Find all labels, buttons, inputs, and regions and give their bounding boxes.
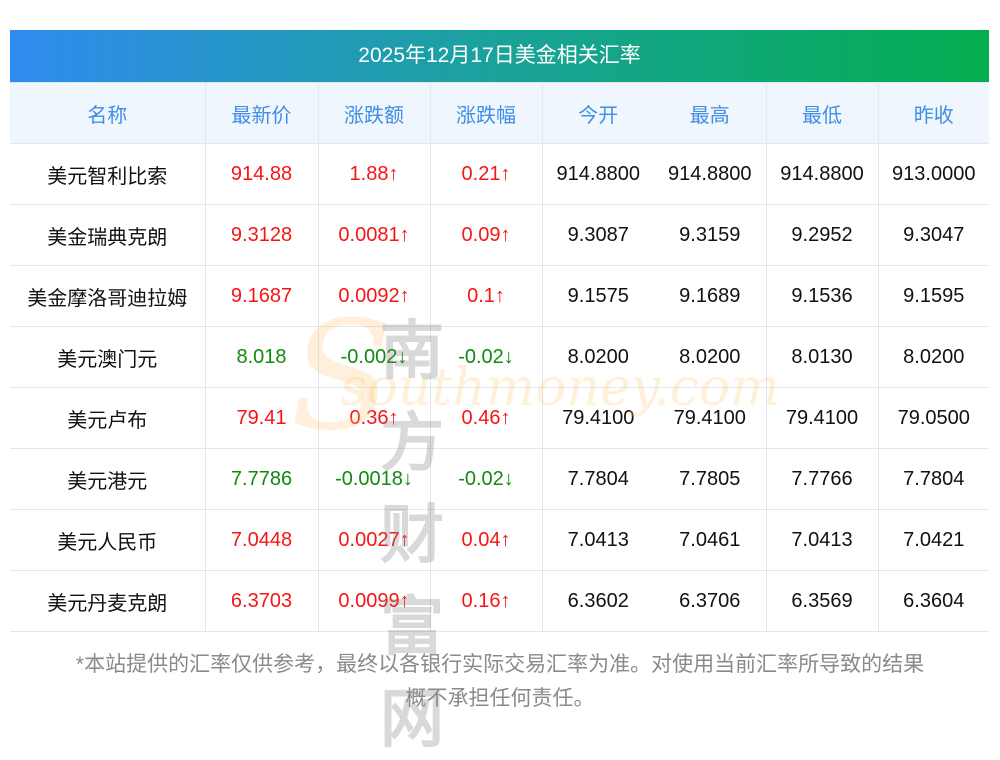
prev-close: 9.1595: [877, 265, 989, 327]
currency-name: 美元港元: [10, 448, 206, 510]
low-price: 7.7766: [765, 448, 879, 510]
col-name: 名称: [10, 82, 206, 144]
latest-price: 6.3703: [204, 570, 319, 632]
table-row: 美金瑞典克朗 9.3128 0.0081↑ 0.09↑ 9.3087 9.3159 9.29…: [10, 204, 989, 266]
currency-name: 美元人民币: [10, 509, 206, 571]
low-price: 79.4100: [765, 387, 879, 449]
prev-close: 79.0500: [877, 387, 989, 449]
table-row: 美元港元 7.7786 -0.0018↓ -0.02↓ 7.7804 7.7805 7.77…: [10, 448, 989, 510]
disclaimer: *本站提供的汇率仅供参考，最终以各银行实际交易汇率为准。对使用当前汇率所导致的结…: [0, 648, 1000, 716]
disclaimer-line: *本站提供的汇率仅供参考，最终以各银行实际交易汇率为准。对使用当前汇率所导致的结…: [75, 653, 925, 676]
high-price: 914.8800: [654, 143, 767, 205]
rate-table: 名称 最新价 涨跌额 涨跌幅 今开 最高 最低 昨收 美元智利比索 914.88 1…: [10, 82, 989, 632]
change-amount: 0.36↑: [317, 387, 431, 449]
table-row: 美元人民币 7.0448 0.0027↑ 0.04↑ 7.0413 7.0461 7.041…: [10, 509, 989, 571]
change-amount: -0.002↓: [317, 326, 431, 388]
prev-close: 6.3604: [877, 570, 989, 632]
change-amount: 0.0099↑: [317, 570, 431, 632]
col-pct: 涨跌幅: [429, 82, 543, 144]
latest-price: 8.018: [204, 326, 319, 388]
latest-price: 914.88: [204, 143, 319, 205]
open-price: 8.0200: [541, 326, 654, 388]
latest-price: 7.0448: [204, 509, 319, 571]
disclaimer-line: 概不承担任何责任。: [405, 687, 595, 710]
header-row: 名称 最新价 涨跌额 涨跌幅 今开 最高 最低 昨收: [10, 82, 989, 144]
open-price: 7.7804: [541, 448, 654, 510]
low-price: 9.2952: [765, 204, 879, 266]
high-price: 9.3159: [654, 204, 767, 266]
prev-close: 9.3047: [877, 204, 989, 266]
high-price: 9.1689: [654, 265, 767, 327]
change-percent: 0.04↑: [429, 509, 543, 571]
open-price: 914.8800: [541, 143, 654, 205]
table-row: 美元澳门元 8.018 -0.002↓ -0.02↓ 8.0200 8.0200 8.013…: [10, 326, 989, 388]
change-percent: -0.02↓: [429, 326, 543, 388]
currency-name: 美金瑞典克朗: [10, 204, 206, 266]
prev-close: 7.0421: [877, 509, 989, 571]
change-percent: 0.09↑: [429, 204, 543, 266]
open-price: 7.0413: [541, 509, 654, 571]
col-prev: 昨收: [877, 82, 989, 144]
high-price: 7.7805: [654, 448, 767, 510]
open-price: 6.3602: [541, 570, 654, 632]
latest-price: 79.41: [204, 387, 319, 449]
prev-close: 8.0200: [877, 326, 989, 388]
currency-name: 美元澳门元: [10, 326, 206, 388]
change-amount: 1.88↑: [317, 143, 431, 205]
low-price: 914.8800: [765, 143, 879, 205]
prev-close: 913.0000: [877, 143, 989, 205]
open-price: 9.3087: [541, 204, 654, 266]
currency-name: 美元智利比索: [10, 143, 206, 205]
low-price: 6.3569: [765, 570, 879, 632]
latest-price: 9.3128: [204, 204, 319, 266]
change-amount: 0.0081↑: [317, 204, 431, 266]
high-price: 8.0200: [654, 326, 767, 388]
col-high: 最高: [654, 82, 767, 144]
high-price: 7.0461: [654, 509, 767, 571]
col-open: 今开: [541, 82, 654, 144]
table-row: 美元丹麦克朗 6.3703 0.0099↑ 0.16↑ 6.3602 6.3706 6.35…: [10, 570, 989, 632]
latest-price: 7.7786: [204, 448, 319, 510]
table-row: 美元智利比索 914.88 1.88↑ 0.21↑ 914.8800 914.8800 91…: [10, 143, 989, 205]
high-price: 6.3706: [654, 570, 767, 632]
table-row: 美元卢布 79.41 0.36↑ 0.46↑ 79.4100 79.4100 79.4100…: [10, 387, 989, 449]
change-percent: 0.46↑: [429, 387, 543, 449]
col-low: 最低: [765, 82, 879, 144]
currency-name: 美元卢布: [10, 387, 206, 449]
change-percent: 0.16↑: [429, 570, 543, 632]
open-price: 9.1575: [541, 265, 654, 327]
latest-price: 9.1687: [204, 265, 319, 327]
low-price: 7.0413: [765, 509, 879, 571]
change-amount: -0.0018↓: [317, 448, 431, 510]
change-amount: 0.0027↑: [317, 509, 431, 571]
low-price: 9.1536: [765, 265, 879, 327]
change-percent: 0.1↑: [429, 265, 543, 327]
table-title: 2025年12月17日美金相关汇率: [10, 30, 989, 82]
high-price: 79.4100: [654, 387, 767, 449]
change-percent: -0.02↓: [429, 448, 543, 510]
prev-close: 7.7804: [877, 448, 989, 510]
col-price: 最新价: [204, 82, 319, 144]
table-row: 美金摩洛哥迪拉姆 9.1687 0.0092↑ 0.1↑ 9.1575 9.1689 9.1…: [10, 265, 989, 327]
currency-name: 美金摩洛哥迪拉姆: [10, 265, 206, 327]
rate-table-container: 2025年12月17日美金相关汇率 名称 最新价 涨跌额 涨跌幅 今开 最高 最…: [10, 30, 989, 632]
open-price: 79.4100: [541, 387, 654, 449]
low-price: 8.0130: [765, 326, 879, 388]
currency-name: 美元丹麦克朗: [10, 570, 206, 632]
change-percent: 0.21↑: [429, 143, 543, 205]
change-amount: 0.0092↑: [317, 265, 431, 327]
col-change: 涨跌额: [317, 82, 431, 144]
